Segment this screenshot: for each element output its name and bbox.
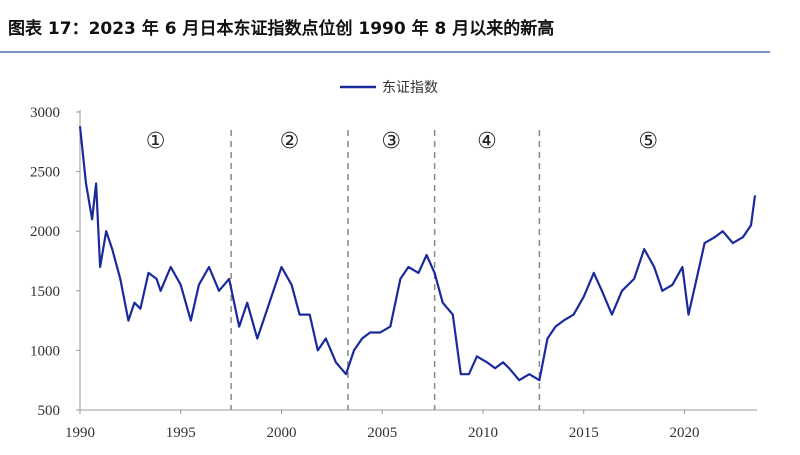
period-label: ④ xyxy=(477,129,497,154)
period-label: ③ xyxy=(381,129,401,154)
x-tick-label: 2020 xyxy=(669,425,699,441)
period-label: ⑤ xyxy=(638,129,658,154)
legend-label: 东证指数 xyxy=(382,80,438,96)
period-label: ② xyxy=(280,129,300,154)
x-tick-label: 2015 xyxy=(569,425,599,441)
y-tick-label: 2000 xyxy=(30,224,60,240)
chart-title: 图表 17：2023 年 6 月日本东证指数点位创 1990 年 8 月以来的新… xyxy=(8,18,554,39)
y-tick-label: 2500 xyxy=(30,165,60,181)
x-tick-label: 2005 xyxy=(367,425,397,441)
x-tick-label: 2000 xyxy=(266,425,296,441)
period-label: ① xyxy=(146,129,166,154)
x-tick-label: 1995 xyxy=(166,425,196,441)
y-tick-label: 1500 xyxy=(30,284,60,300)
y-tick-label: 3000 xyxy=(30,105,60,121)
x-tick-label: 1990 xyxy=(65,425,95,441)
y-tick-label: 500 xyxy=(38,403,61,419)
y-tick-label: 1000 xyxy=(30,343,60,359)
x-tick-label: 2010 xyxy=(468,425,498,441)
series-line xyxy=(78,126,757,382)
